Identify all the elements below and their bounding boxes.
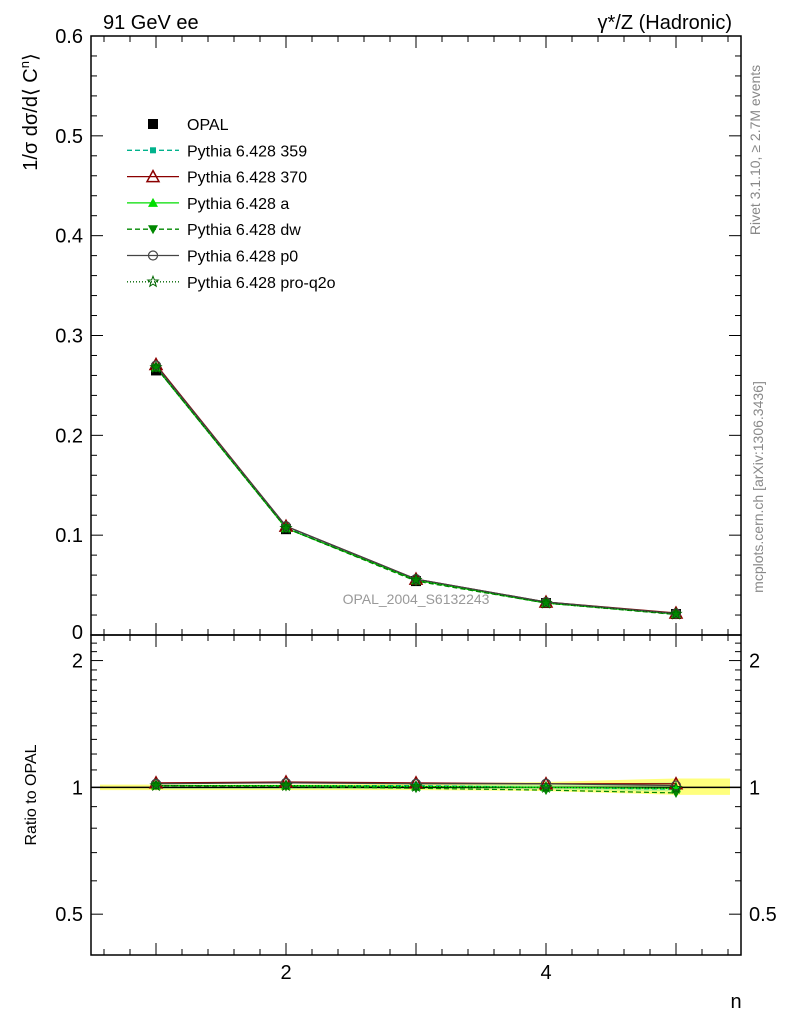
main-data-point	[669, 607, 683, 620]
rivet-version-label: Rivet 3.1.10, ≥ 2.7M events	[747, 65, 763, 235]
header-left-label: 91 GeV ee	[103, 12, 199, 34]
main-y-tick-label: 0.5	[55, 126, 83, 148]
ratio-y-tick-label-right: 1	[749, 777, 760, 799]
ratio-data-point	[409, 779, 423, 793]
legend-marker	[146, 274, 160, 288]
header-right-label: γ*/Z (Hadronic)	[598, 12, 732, 34]
x-tick-label: 4	[540, 962, 551, 984]
x-tick-label: 2	[280, 962, 291, 984]
ratio-data-point	[149, 778, 163, 792]
legend: OPAL Pythia 6.428 359 Pythia 6.428 370 Pyth…	[127, 117, 336, 292]
y-axis-label-close: ⟩	[20, 53, 42, 61]
y-axis-label-main: 1/σ dσ/d⟨ Cn⟩	[17, 53, 42, 171]
ratio-y-tick-label: 1	[72, 777, 83, 799]
series-markers	[148, 356, 684, 798]
ratio-data-point	[279, 778, 293, 792]
legend-marker	[145, 169, 161, 183]
legend-marker	[150, 147, 156, 154]
main-data-point	[671, 610, 681, 620]
ratio-y-tick-label-right: 2	[749, 651, 760, 673]
legend-label: Pythia 6.428 p0	[187, 249, 298, 266]
legend-label: Pythia 6.428 a	[187, 196, 289, 213]
ratio-plot-frame	[90, 634, 742, 956]
legend-label: Pythia 6.428 370	[187, 170, 307, 187]
ratio-y-tick-label-right: 0.5	[749, 904, 777, 926]
main-y-tick-label-zero: 0	[72, 622, 83, 644]
mcplots-label: mcplots.cern.ch [arXiv:1306.3436]	[750, 381, 766, 593]
main-y-tick-label: 0.4	[55, 226, 83, 248]
legend-marker	[148, 225, 158, 235]
header-right-prefix: γ*/Z	[598, 12, 634, 34]
legend-label: Pythia 6.428 pro-q2o	[187, 275, 336, 292]
main-y-tick-label: 0.3	[55, 326, 83, 348]
ratio-y-tick-label: 2	[72, 651, 83, 673]
axes: 0.1 0.2 0.3 0.4 0.5 0.6 0 2 4 0.5 0.5 1 1 2 2	[55, 26, 777, 984]
main-data-point	[409, 573, 423, 586]
main-y-tick-label: 0.1	[55, 525, 83, 547]
main-series-line	[155, 367, 677, 615]
legend-label: OPAL	[187, 117, 229, 134]
y-axis-label-text: 1/σ dσ/d⟨ C	[20, 68, 42, 171]
legend-label: Pythia 6.428 359	[187, 143, 307, 160]
legend-marker	[148, 119, 158, 129]
ratio-y-tick-label: 0.5	[55, 904, 83, 926]
legend-label: Pythia 6.428 dw	[187, 222, 301, 239]
legend-marker	[147, 250, 159, 261]
ratio-data-point	[540, 778, 552, 789]
main-data-point	[411, 577, 421, 587]
main-y-tick-label: 0.6	[55, 26, 83, 48]
main-data-point	[149, 360, 163, 374]
ratio-data-point	[669, 781, 683, 794]
main-data-point	[279, 521, 293, 534]
header-right-suffix: (Hadronic)	[633, 12, 732, 34]
watermark-label: OPAL_2004_S6132243	[343, 591, 490, 607]
main-data-point	[539, 596, 553, 609]
ratio-data-point	[539, 780, 553, 793]
main-y-tick-label: 0.2	[55, 425, 83, 447]
x-axis-label: n	[730, 991, 741, 1013]
y-axis-label-sup: n	[17, 61, 32, 68]
y-axis-label-ratio: Ratio to OPAL	[23, 744, 40, 845]
legend-marker	[148, 197, 158, 207]
